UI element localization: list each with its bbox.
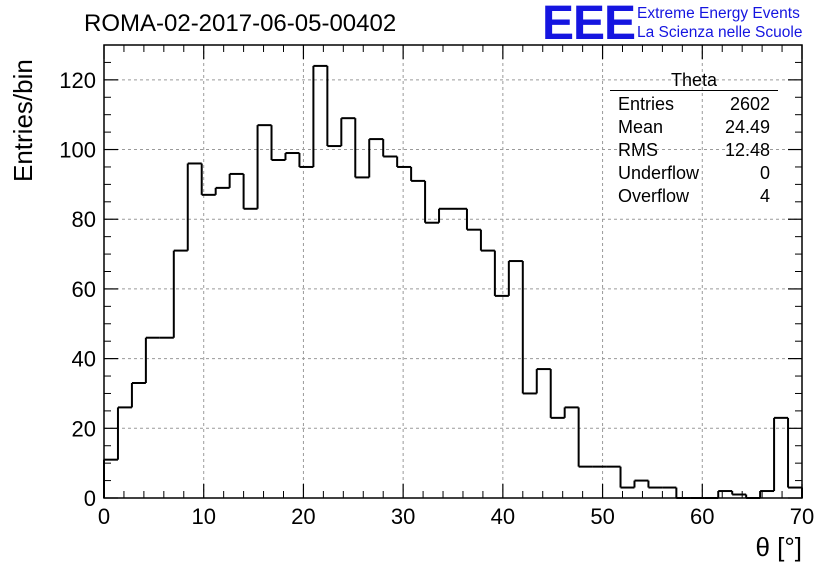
histogram-bin xyxy=(675,487,691,499)
x-tick-label: 30 xyxy=(391,504,415,529)
histogram-bin xyxy=(242,173,258,210)
stats-row-entries: Entries 2602 xyxy=(610,93,778,116)
histogram-bin xyxy=(493,250,509,297)
histogram-bin xyxy=(354,118,370,179)
y-axis-label-wrap: Entries/bin xyxy=(8,59,38,192)
stats-label: Underflow xyxy=(618,163,700,183)
histogram-bin xyxy=(284,152,300,160)
stats-label: Mean xyxy=(618,117,664,137)
histogram-bin xyxy=(256,124,272,209)
y-tick-label: 120 xyxy=(59,68,96,93)
histogram-bin xyxy=(130,382,146,408)
logo-caption: Extreme Energy Events La Scienza nelle S… xyxy=(637,4,802,42)
y-tick-label: 100 xyxy=(59,138,96,163)
stats-value: 0 xyxy=(759,163,770,183)
stats-value: 24.49 xyxy=(724,117,770,137)
y-tick-label: 60 xyxy=(72,277,96,302)
stats-row-mean: Mean 24.49 xyxy=(610,116,778,139)
histogram-bin xyxy=(507,260,523,296)
histogram-bin xyxy=(479,229,495,252)
histogram-bin xyxy=(717,490,733,498)
histogram-bin xyxy=(186,162,202,251)
stats-label: Overflow xyxy=(618,186,690,206)
histogram-bin xyxy=(228,172,244,188)
stats-value: 12.48 xyxy=(724,140,770,160)
histogram-bin xyxy=(396,156,412,168)
stats-label: Entries xyxy=(618,94,675,114)
y-tick-label: 40 xyxy=(72,347,96,372)
x-tick-label: 0 xyxy=(98,504,110,529)
stats-value: 2602 xyxy=(729,94,770,114)
histogram-bin xyxy=(410,166,426,182)
eee-logo: EEE xyxy=(542,0,636,50)
histogram-bin xyxy=(535,368,551,394)
y-axis-label: Entries/bin xyxy=(8,59,38,182)
x-tick-label: 70 xyxy=(790,504,814,529)
x-axis-label: θ [°] xyxy=(755,532,802,562)
chart-title: ROMA-02-2017-06-05-00402 xyxy=(84,10,397,37)
y-tick-label: 0 xyxy=(84,486,96,511)
stats-row-rms: RMS 12.48 xyxy=(610,139,778,162)
x-tick-label: 50 xyxy=(590,504,614,529)
histogram-bin xyxy=(731,491,747,496)
grid xyxy=(104,45,802,498)
histogram-bin xyxy=(340,117,356,147)
histogram-bin xyxy=(214,186,230,195)
x-tick-label: 40 xyxy=(491,504,515,529)
histogram-bin xyxy=(103,458,118,498)
histogram-bin xyxy=(116,406,132,460)
histogram-bin xyxy=(326,65,342,148)
histogram-bin xyxy=(633,479,649,488)
x-tick-label: 60 xyxy=(690,504,714,529)
y-tick-label: 20 xyxy=(72,416,96,441)
histogram-bin xyxy=(368,138,384,178)
histogram-bin xyxy=(619,466,635,489)
axes xyxy=(103,44,803,499)
histogram-bin xyxy=(549,369,565,419)
stats-value: 4 xyxy=(759,186,770,206)
histogram-bin xyxy=(521,261,537,395)
histogram-bin xyxy=(647,480,663,489)
logo-caption-line1: Extreme Energy Events xyxy=(637,5,800,22)
stats-label: RMS xyxy=(618,140,658,160)
histogram-bin xyxy=(298,153,314,168)
histogram-bin xyxy=(438,207,453,223)
stats-row-underflow: Underflow 0 xyxy=(610,162,778,185)
histogram-bin xyxy=(270,125,286,161)
histogram-bin xyxy=(144,336,160,384)
histogram-bars xyxy=(103,64,803,499)
x-tick-label: 20 xyxy=(291,504,315,529)
histogram-bin xyxy=(172,249,188,338)
histogram-bin xyxy=(200,163,216,196)
histogram-bin xyxy=(382,139,398,158)
stats-row-overflow: Overflow 4 xyxy=(610,185,778,208)
histogram-bin xyxy=(563,406,579,418)
histogram-bin xyxy=(312,64,328,167)
logo-caption-line2: La Scienza nelle Scuole xyxy=(637,24,803,41)
histogram-bin xyxy=(424,180,440,224)
stats-box: Theta Entries 2602 Mean 24.49 RMS 12.48 Und… xyxy=(610,70,778,208)
histogram-bin xyxy=(577,407,593,468)
histogram-bin xyxy=(787,417,802,489)
histogram-bin xyxy=(465,208,481,231)
y-tick-label: 80 xyxy=(72,207,96,232)
x-tick-label: 10 xyxy=(191,504,215,529)
stats-title: Theta xyxy=(610,70,778,91)
histogram-bin xyxy=(773,416,789,492)
